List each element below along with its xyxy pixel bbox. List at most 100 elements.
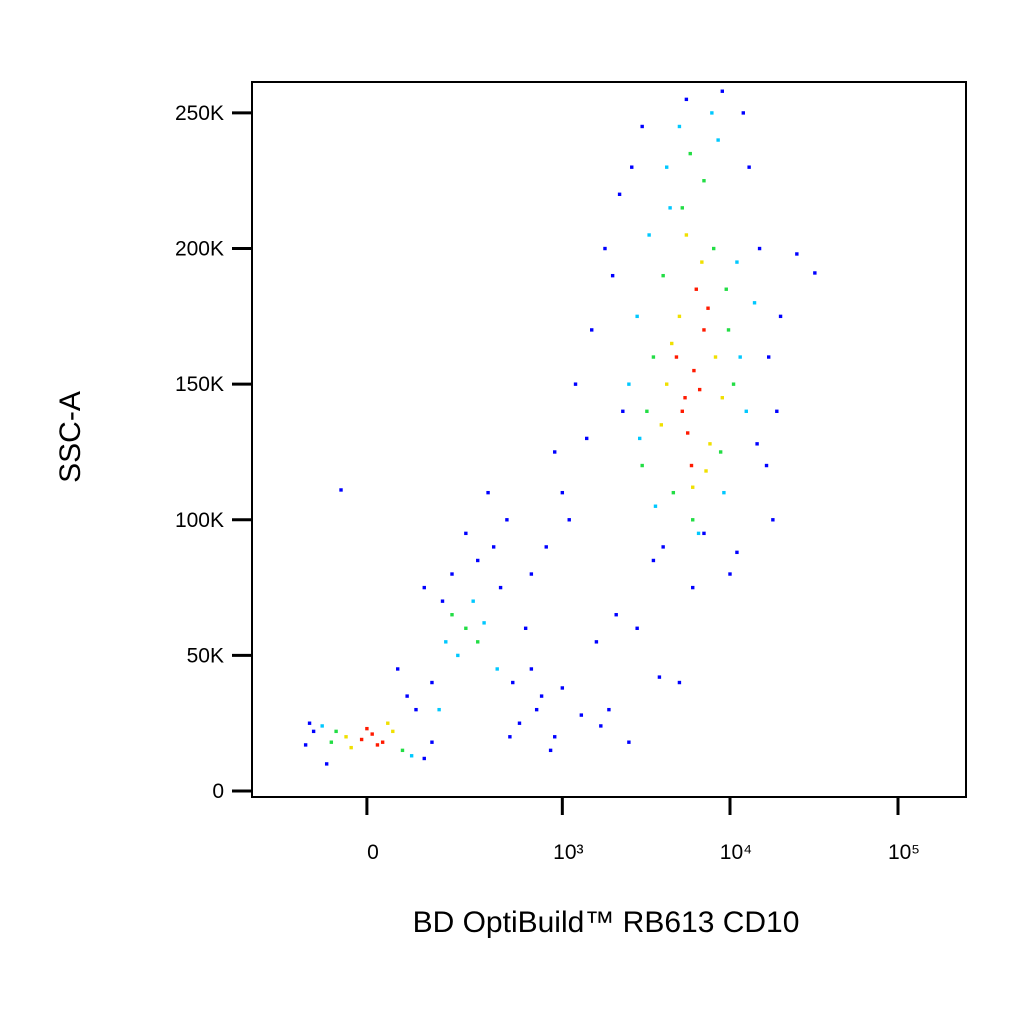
x-tick-label: 10⁵ xyxy=(888,841,920,864)
y-tick-label: 0 xyxy=(212,780,224,803)
point xyxy=(671,490,676,495)
point xyxy=(344,735,348,739)
point xyxy=(603,246,607,251)
point xyxy=(713,355,718,359)
point xyxy=(720,89,725,93)
point xyxy=(752,301,757,305)
point xyxy=(380,740,385,744)
point xyxy=(722,490,726,495)
point xyxy=(329,740,334,744)
point xyxy=(396,667,400,671)
point xyxy=(640,463,644,468)
point xyxy=(704,469,708,473)
point xyxy=(511,680,515,685)
point xyxy=(657,675,662,679)
point xyxy=(621,409,625,413)
point xyxy=(738,355,742,359)
point xyxy=(688,151,692,156)
point xyxy=(720,396,725,400)
point xyxy=(324,762,329,766)
point xyxy=(529,667,534,671)
point xyxy=(539,694,544,698)
point xyxy=(391,729,395,734)
point xyxy=(414,707,418,712)
x-axis-label: BD OptiBuild™ RB613 CD10 xyxy=(413,906,800,939)
point xyxy=(764,463,769,468)
point xyxy=(548,748,553,753)
point xyxy=(464,531,468,536)
point xyxy=(747,165,751,169)
point xyxy=(718,450,723,454)
point xyxy=(627,382,631,386)
point xyxy=(450,613,454,617)
point xyxy=(700,260,704,264)
point xyxy=(724,287,728,291)
point xyxy=(579,713,584,717)
point xyxy=(684,97,689,102)
point xyxy=(795,252,799,256)
point xyxy=(491,545,496,549)
point xyxy=(757,246,762,251)
point xyxy=(778,314,783,319)
point xyxy=(534,707,539,712)
point xyxy=(617,192,622,196)
point xyxy=(635,626,639,630)
point xyxy=(405,694,409,698)
point xyxy=(311,729,316,734)
point xyxy=(482,621,486,625)
point xyxy=(307,721,312,725)
point xyxy=(691,485,695,489)
y-tick-label: 150K xyxy=(175,373,224,396)
point xyxy=(320,724,324,728)
point xyxy=(728,572,732,576)
point xyxy=(680,409,684,413)
point xyxy=(771,518,775,522)
point xyxy=(670,341,674,346)
x-tick-label: 10³ xyxy=(553,841,583,864)
point xyxy=(755,442,759,446)
point xyxy=(677,680,682,685)
point xyxy=(349,745,353,750)
point xyxy=(553,735,557,739)
y-tick-label: 100K xyxy=(175,509,224,532)
point xyxy=(767,355,771,359)
point xyxy=(430,740,434,744)
point xyxy=(386,721,390,725)
point xyxy=(683,396,687,400)
point xyxy=(702,531,706,536)
point xyxy=(691,518,695,522)
point xyxy=(685,431,690,435)
point xyxy=(334,729,338,734)
point xyxy=(544,545,548,549)
point xyxy=(665,165,669,169)
point xyxy=(599,724,603,728)
point xyxy=(529,572,534,576)
point xyxy=(697,387,702,392)
point xyxy=(659,423,664,427)
point xyxy=(710,111,714,115)
point xyxy=(560,686,565,690)
point xyxy=(635,314,639,319)
point xyxy=(365,726,369,731)
point xyxy=(775,409,779,413)
point xyxy=(627,740,631,744)
point xyxy=(680,206,684,210)
point xyxy=(498,585,503,590)
point xyxy=(450,572,454,576)
point xyxy=(607,707,611,712)
point xyxy=(630,165,634,169)
y-axis-label: SSC-A xyxy=(54,391,87,483)
point xyxy=(560,490,565,495)
point xyxy=(640,124,644,129)
point xyxy=(744,409,748,413)
plot-frame xyxy=(251,81,967,798)
point xyxy=(692,368,696,373)
point xyxy=(677,314,682,319)
point xyxy=(665,382,669,386)
point xyxy=(653,504,658,508)
y-tick-label: 50K xyxy=(187,644,224,667)
point xyxy=(422,756,426,761)
point xyxy=(303,743,308,747)
point xyxy=(437,707,441,712)
